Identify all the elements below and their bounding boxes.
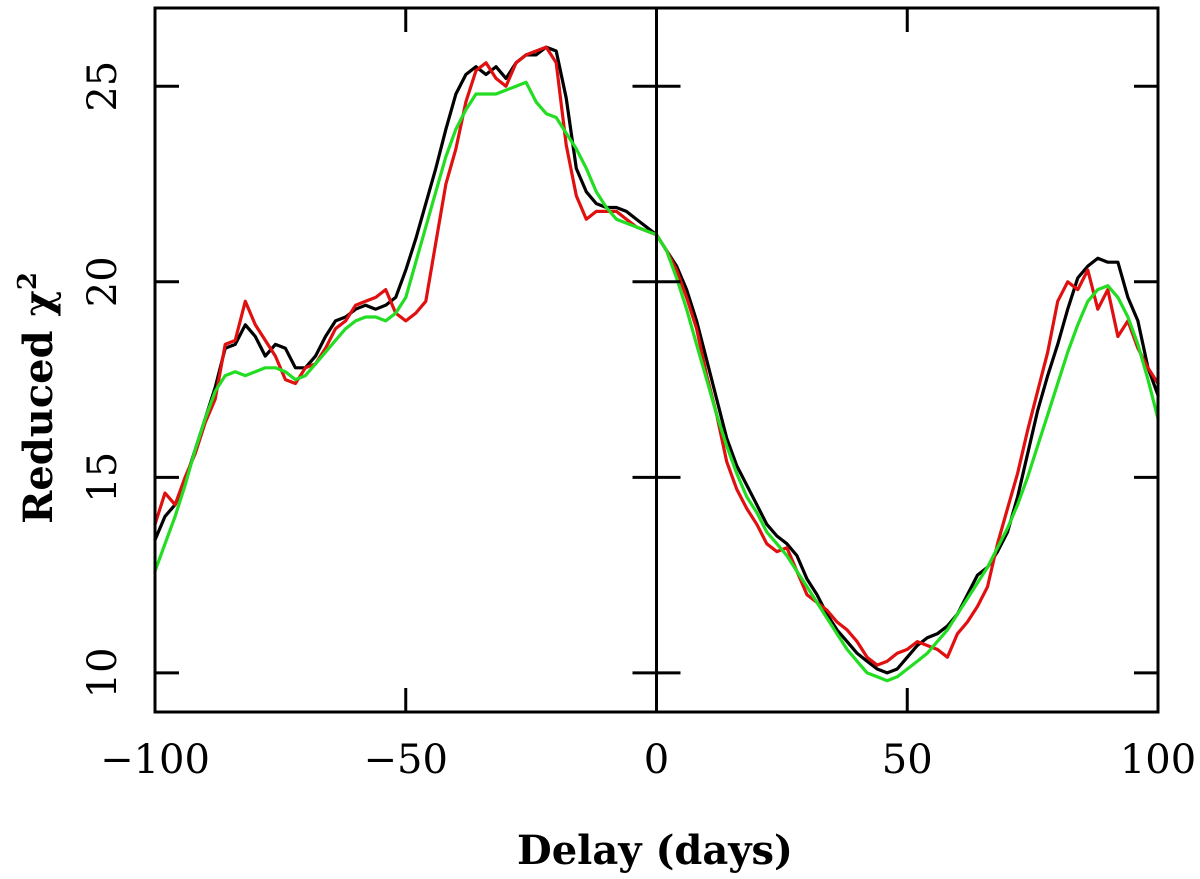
y-axis-title-text: Reduced χ (15, 290, 62, 524)
x-tick-label: −100 (100, 737, 210, 783)
y-tick-label: 10 (80, 647, 126, 698)
x-tick-label: 0 (644, 737, 669, 783)
y-tick-labels: 10 15 20 25 (80, 61, 126, 699)
x-tick-label: 50 (882, 737, 933, 783)
x-tick-labels: −100 −50 0 50 100 (100, 737, 1196, 783)
y-axis-title-superscript: 2 (13, 272, 43, 290)
y-axis-title: Reduced χ2 (13, 272, 62, 524)
tick-marks (153, 8, 1160, 712)
x-tick-label: −50 (364, 737, 448, 783)
x-axis-title: Delay (days) (517, 827, 793, 874)
y-tick-label: 15 (80, 452, 126, 503)
plot-frame (153, 6, 1160, 714)
x-tick-label: 100 (1120, 737, 1196, 783)
y-tick-label: 25 (80, 61, 126, 112)
y-tick-label: 20 (80, 256, 126, 307)
